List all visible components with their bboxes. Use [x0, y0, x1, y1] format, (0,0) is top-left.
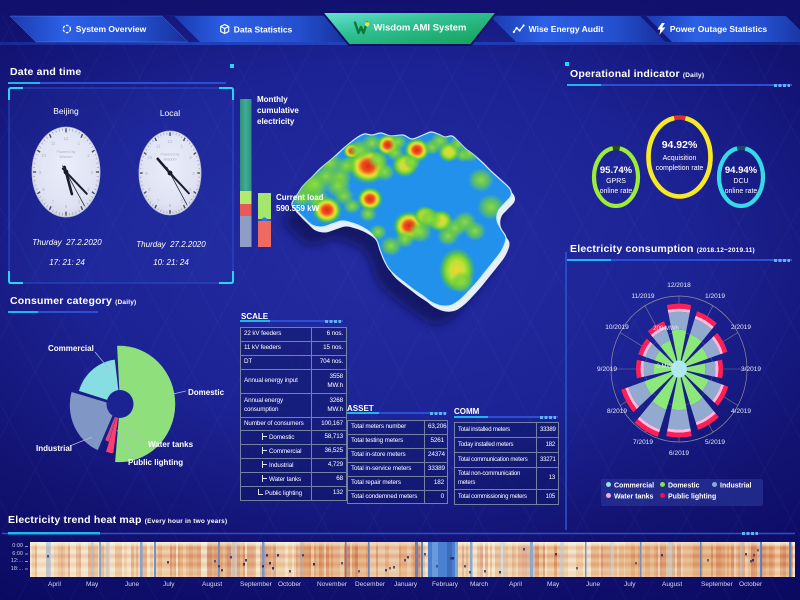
svg-text:Wisdom: Wisdom	[164, 157, 177, 161]
svg-text:Powered by: Powered by	[161, 152, 180, 156]
svg-text:11/2019: 11/2019	[631, 293, 654, 300]
svg-text:Powered by: Powered by	[57, 150, 76, 154]
svg-text:8: 8	[148, 187, 151, 192]
svg-text:3: 3	[91, 170, 94, 175]
svg-text:11: 11	[156, 143, 161, 148]
svg-text:2/2019: 2/2019	[731, 324, 751, 331]
svg-text:2: 2	[189, 155, 192, 160]
svg-text:7/2019: 7/2019	[633, 439, 653, 446]
svg-text:7: 7	[52, 200, 55, 205]
svg-text:12: 12	[64, 136, 69, 141]
svg-text:Wisdom: Wisdom	[60, 155, 73, 159]
svg-text:9: 9	[145, 171, 148, 176]
svg-text:11: 11	[51, 140, 56, 145]
svg-text:9: 9	[39, 170, 42, 175]
svg-text:1: 1	[181, 143, 184, 148]
svg-text:2: 2	[87, 153, 90, 158]
svg-text:4: 4	[189, 187, 192, 192]
svg-text:3: 3	[192, 171, 195, 176]
svg-text:10: 10	[41, 153, 46, 158]
svg-text:4/2019: 4/2019	[731, 408, 751, 415]
svg-text:1: 1	[78, 140, 81, 145]
svg-text:6: 6	[65, 204, 68, 209]
svg-text:6: 6	[169, 203, 172, 208]
svg-text:1/2019: 1/2019	[705, 293, 725, 300]
svg-text:5: 5	[78, 200, 81, 205]
svg-text:12/2018: 12/2018	[667, 282, 691, 289]
svg-text:3/2019: 3/2019	[741, 366, 761, 373]
svg-text:6/2019: 6/2019	[669, 450, 689, 457]
svg-text:12: 12	[168, 139, 173, 144]
svg-text:5: 5	[181, 199, 184, 204]
svg-text:5/2019: 5/2019	[705, 439, 725, 446]
svg-text:0 MWh: 0 MWh	[656, 364, 675, 370]
svg-text:200 MWh: 200 MWh	[653, 326, 679, 332]
svg-text:10: 10	[147, 155, 152, 160]
svg-text:10/2019: 10/2019	[605, 324, 629, 331]
svg-text:9/2019: 9/2019	[597, 366, 617, 373]
svg-text:8: 8	[42, 187, 45, 192]
svg-text:8/2019: 8/2019	[607, 408, 627, 415]
svg-text:7: 7	[157, 199, 160, 204]
svg-text:4: 4	[87, 187, 90, 192]
